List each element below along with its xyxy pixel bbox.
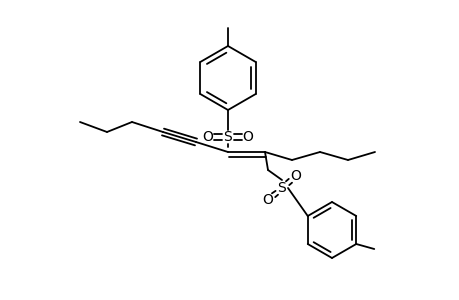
Text: S: S (223, 130, 232, 144)
Text: O: O (262, 193, 273, 207)
Text: O: O (202, 130, 213, 144)
Text: O: O (290, 169, 301, 183)
Text: S: S (277, 181, 286, 195)
Text: O: O (242, 130, 253, 144)
